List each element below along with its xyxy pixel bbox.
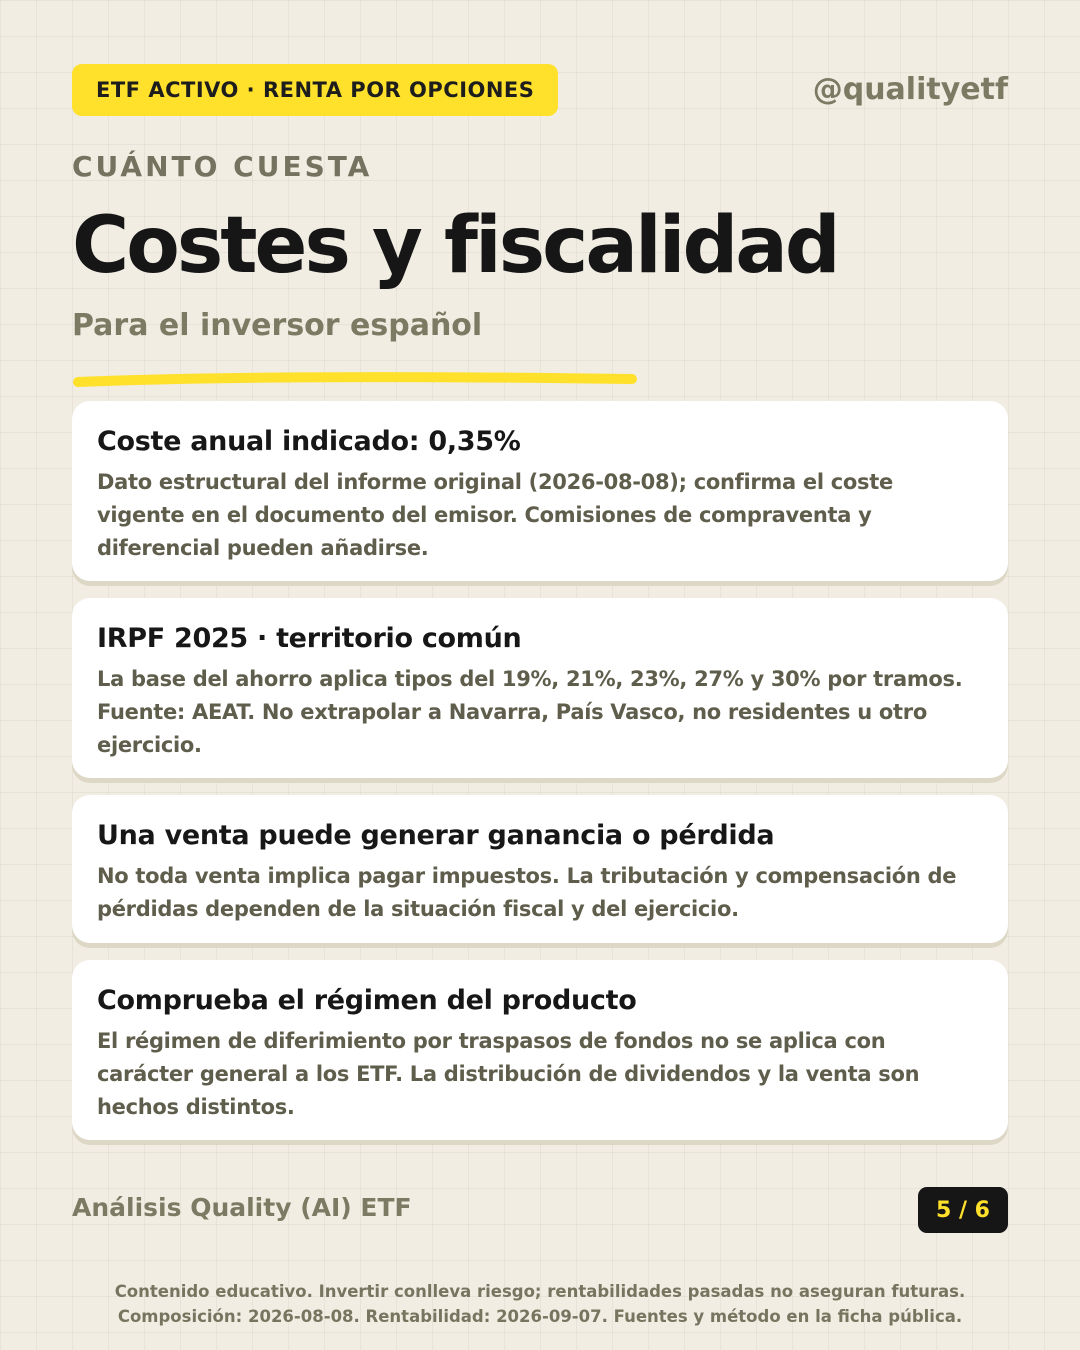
- highlight-underline: [73, 372, 637, 387]
- card-irpf: IRPF 2025 · territorio común La base del…: [72, 598, 1008, 778]
- card-body: El régimen de diferimiento por traspasos…: [97, 1029, 920, 1119]
- card-body: La base del ahorro aplica tipos del 19%,…: [97, 667, 963, 757]
- page-title: Costes y fiscalidad: [72, 201, 841, 291]
- card-title: IRPF 2025 · territorio común: [97, 623, 522, 654]
- disclaimer-line: Contenido educativo. Invertir conlleva r…: [114, 1282, 966, 1301]
- page-subtitle: Para el inversor español: [72, 308, 483, 343]
- card-body: Dato estructural del informe original (2…: [97, 470, 893, 560]
- card-sale-gain-loss: Una venta puede generar ganancia o pérdi…: [72, 795, 1008, 943]
- disclaimer: Contenido educativo. Invertir conlleva r…: [60, 1279, 1020, 1329]
- account-handle: @qualityetf: [812, 72, 1008, 107]
- card-annual-cost: Coste anual indicado: 0,35% Dato estruct…: [72, 401, 1008, 581]
- category-badge: ETF ACTIVO · RENTA POR OPCIONES: [72, 64, 559, 116]
- card-product-regime: Comprueba el régimen del producto El rég…: [72, 960, 1008, 1140]
- card-title: Comprueba el régimen del producto: [97, 985, 637, 1016]
- section-kicker: CUÁNTO CUESTA: [72, 150, 373, 183]
- disclaimer-line: Composición: 2026-08-08. Rentabilidad: 2…: [117, 1307, 963, 1326]
- card-title: Una venta puede generar ganancia o pérdi…: [97, 820, 775, 851]
- card-body: No toda venta implica pagar impuestos. L…: [97, 864, 957, 921]
- brand-name: Análisis Quality (AI) ETF: [72, 1193, 412, 1222]
- card-title: Coste anual indicado: 0,35%: [97, 426, 521, 457]
- page-indicator: 5 / 6: [918, 1187, 1008, 1233]
